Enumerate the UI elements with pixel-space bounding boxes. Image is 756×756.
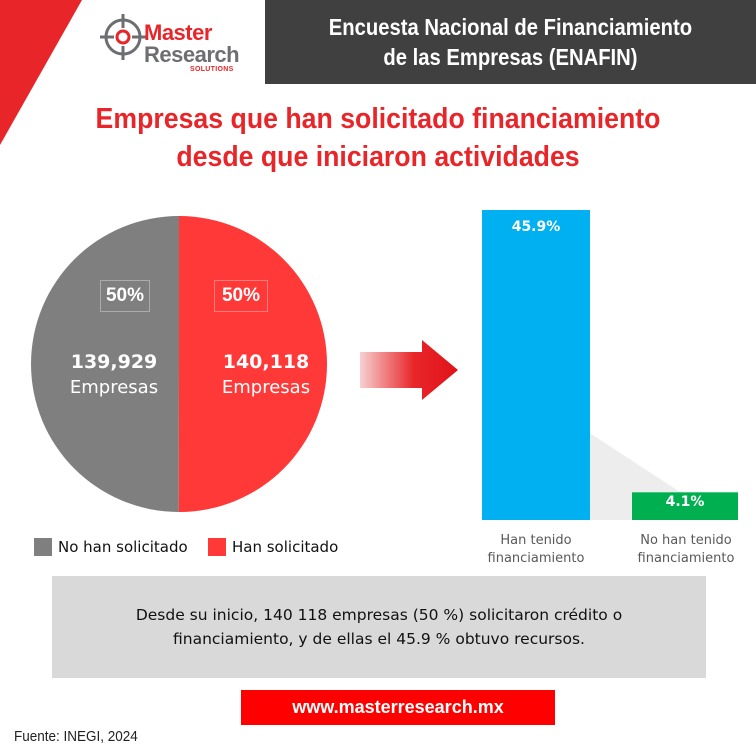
website-url-link[interactable]: www.masterresearch.mx [241, 690, 555, 725]
pie-percent-label-han-solicitado: 50% [214, 280, 268, 312]
pie-count-value-han-solicitado: 140,118 [222, 351, 310, 373]
bar-category-no-han-tenido-line-2: financiamiento [637, 551, 735, 566]
legend-label-no-solicitado: No han solicitado [58, 538, 188, 556]
pie-count-han-solicitado: 140,118 Empresas [208, 349, 324, 401]
pie-count-value-no-solicitado: 139,929 [70, 351, 158, 373]
legend-item-han-solicitado: Han solicitado [208, 538, 338, 556]
bar-no-han-tenido [632, 492, 738, 520]
master-research-logo: Master Research SOLUTIONS [100, 12, 250, 73]
chart-title: Empresas que han solicitado financiamien… [0, 100, 756, 176]
bar-chart [482, 210, 740, 520]
logo-word-solutions: SOLUTIONS [190, 66, 234, 73]
header-line-2: de las Empresas (ENAFIN) [383, 44, 638, 70]
crosshair-icon [100, 14, 146, 60]
bar-category-han-tenido-line-1: Han tenido [500, 533, 572, 548]
summary-box: Desde su inicio, 140 118 empresas (50 %)… [52, 576, 706, 678]
legend-item-no-solicitado: No han solicitado [34, 538, 188, 556]
corner-triangle-decoration [0, 0, 82, 145]
bar-category-han-tenido: Han tenido financiamiento [466, 532, 606, 568]
bar-value-label-no-han-tenido: 4.1% [665, 494, 705, 510]
pie-count-no-solicitado: 139,929 Empresas [56, 349, 172, 401]
logo-word-master: Master [144, 20, 212, 45]
bar-value-label-han-tenido: 45.9% [511, 219, 561, 235]
logo-word-research: Research [144, 42, 240, 67]
summary-text: Desde su inicio, 140 118 empresas (50 %)… [135, 606, 623, 648]
chart-title-line-1: Empresas que han solicitado financiamien… [95, 103, 661, 135]
bar-category-no-han-tenido-line-1: No han tenido [640, 533, 732, 548]
bar-han-tenido [482, 210, 590, 520]
legend-label-han-solicitado: Han solicitado [232, 538, 339, 556]
pie-percent-label-no-solicitado: 50% [100, 280, 150, 312]
bar-shadow [590, 433, 740, 520]
legend-swatch-gray [34, 538, 52, 556]
legend-swatch-red [208, 538, 226, 556]
bar-category-han-tenido-line-2: financiamiento [487, 551, 585, 566]
right-arrow-icon [360, 340, 458, 400]
chart-title-line-2: desde que iniciaron actividades [176, 141, 580, 173]
pie-count-unit-han-solicitado: Empresas [221, 377, 311, 398]
pie-count-unit-no-solicitado: Empresas [69, 377, 159, 398]
header-line-1: Encuesta Nacional de Financiamiento [328, 14, 693, 40]
source-note: Fuente: INEGI, 2024 [14, 728, 138, 745]
survey-header: Encuesta Nacional de Financiamiento de l… [265, 0, 756, 84]
bar-category-no-han-tenido: No han tenido financiamiento [616, 532, 756, 568]
